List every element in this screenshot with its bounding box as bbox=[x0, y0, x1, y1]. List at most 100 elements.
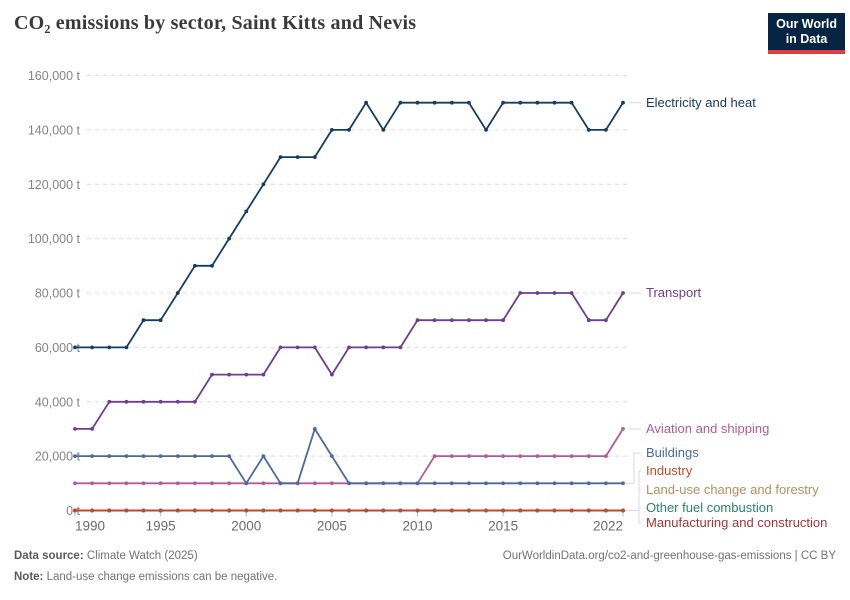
data-point bbox=[501, 454, 505, 458]
data-point bbox=[535, 291, 540, 295]
note-value: Land-use change emissions can be negativ… bbox=[43, 571, 278, 583]
data-point bbox=[175, 399, 180, 404]
data-point bbox=[518, 291, 523, 295]
data-point bbox=[141, 481, 146, 486]
data-point bbox=[415, 481, 420, 486]
series-label-transport[interactable]: Transport bbox=[646, 285, 702, 300]
data-point bbox=[501, 100, 505, 105]
data-point bbox=[449, 481, 454, 486]
data-point bbox=[330, 508, 334, 513]
y-axis-tick-label: 140,000 t bbox=[28, 123, 81, 137]
data-point bbox=[586, 481, 591, 486]
data-point bbox=[415, 508, 420, 513]
data-point bbox=[90, 508, 94, 513]
chart-canvas: 0 t20,000 t40,000 t60,000 t80,000 t100,0… bbox=[28, 69, 641, 534]
data-point bbox=[107, 345, 112, 350]
data-point bbox=[621, 427, 625, 431]
data-point bbox=[124, 508, 129, 513]
series-label-industry[interactable]: Industry bbox=[646, 463, 693, 478]
data-point bbox=[501, 508, 505, 513]
data-point bbox=[604, 127, 608, 132]
series-label-electricity-and-heat[interactable]: Electricity and heat bbox=[646, 95, 756, 110]
data-point bbox=[227, 454, 232, 458]
series-line-buildings[interactable] bbox=[73, 427, 625, 486]
data-point bbox=[210, 508, 214, 513]
data-point bbox=[73, 481, 77, 486]
data-point bbox=[398, 345, 403, 350]
series-label-land-use-change-and-forestry[interactable]: Land-use change and forestry bbox=[646, 482, 819, 497]
series-line-electricity-and-heat[interactable] bbox=[73, 100, 625, 350]
data-point bbox=[107, 454, 112, 458]
data-point bbox=[586, 454, 591, 458]
data-point bbox=[398, 508, 403, 513]
data-point bbox=[569, 481, 574, 486]
owid-logo[interactable]: Our World in Data bbox=[768, 13, 845, 54]
y-axis-tick-label: 40,000 t bbox=[35, 395, 81, 409]
data-point bbox=[90, 427, 94, 431]
data-point bbox=[432, 481, 437, 486]
data-point bbox=[107, 481, 112, 486]
data-point bbox=[398, 481, 403, 486]
data-point bbox=[552, 454, 557, 458]
data-point bbox=[604, 454, 608, 458]
data-point bbox=[141, 399, 146, 404]
data-point bbox=[295, 155, 300, 160]
owid-logo-line2: in Data bbox=[785, 32, 828, 46]
data-point bbox=[210, 454, 214, 458]
data-point bbox=[621, 100, 625, 105]
data-point bbox=[312, 345, 317, 350]
data-point bbox=[467, 454, 471, 458]
data-point bbox=[604, 481, 608, 486]
data-point bbox=[244, 508, 249, 513]
data-point bbox=[227, 372, 232, 377]
x-axis-tick-label: 1995 bbox=[146, 519, 176, 534]
data-point bbox=[175, 481, 180, 486]
data-point bbox=[432, 100, 437, 105]
data-point bbox=[432, 508, 437, 513]
data-point bbox=[381, 508, 386, 513]
data-point bbox=[484, 318, 488, 323]
series-line-transport[interactable] bbox=[73, 291, 625, 431]
data-point bbox=[312, 481, 317, 486]
data-point bbox=[364, 481, 368, 486]
data-point bbox=[73, 427, 77, 431]
data-point bbox=[73, 345, 77, 350]
data-point bbox=[552, 481, 557, 486]
data-point bbox=[175, 508, 180, 513]
data-point bbox=[621, 291, 625, 295]
data-point bbox=[415, 100, 420, 105]
series-label-aviation-and-shipping[interactable]: Aviation and shipping bbox=[646, 421, 770, 436]
data-point bbox=[467, 318, 471, 323]
series-line-industry[interactable] bbox=[73, 508, 625, 513]
page-title: CO₂ emissions by sector, Saint Kitts and… bbox=[14, 12, 417, 34]
data-point bbox=[586, 127, 591, 132]
data-point bbox=[244, 209, 249, 214]
data-point bbox=[193, 481, 197, 486]
data-point bbox=[261, 454, 266, 458]
data-point bbox=[73, 508, 77, 513]
data-point bbox=[330, 127, 334, 132]
data-point bbox=[278, 155, 283, 160]
data-point bbox=[261, 372, 266, 377]
data-point bbox=[518, 481, 523, 486]
x-axis-tick-label: 2022 bbox=[593, 519, 623, 534]
citation-line[interactable]: OurWorldinData.org/co2-and-greenhouse-ga… bbox=[502, 550, 836, 562]
data-point bbox=[621, 508, 625, 513]
data-point bbox=[312, 508, 317, 513]
data-point bbox=[330, 372, 334, 377]
series-label-manufacturing-and-construction[interactable]: Manufacturing and construction bbox=[646, 515, 828, 530]
data-source-value: Climate Watch (2025) bbox=[83, 550, 198, 562]
data-point bbox=[535, 100, 540, 105]
data-point bbox=[569, 454, 574, 458]
data-point bbox=[347, 345, 351, 350]
series-label-buildings[interactable]: Buildings bbox=[646, 445, 699, 460]
data-point bbox=[193, 399, 197, 404]
data-point bbox=[158, 399, 163, 404]
data-point bbox=[381, 345, 386, 350]
data-point bbox=[347, 481, 351, 486]
series-label-other-fuel-combustion[interactable]: Other fuel combustion bbox=[646, 500, 774, 515]
data-point bbox=[432, 454, 437, 458]
data-point bbox=[210, 372, 214, 377]
data-point bbox=[604, 508, 608, 513]
data-point bbox=[552, 100, 557, 105]
